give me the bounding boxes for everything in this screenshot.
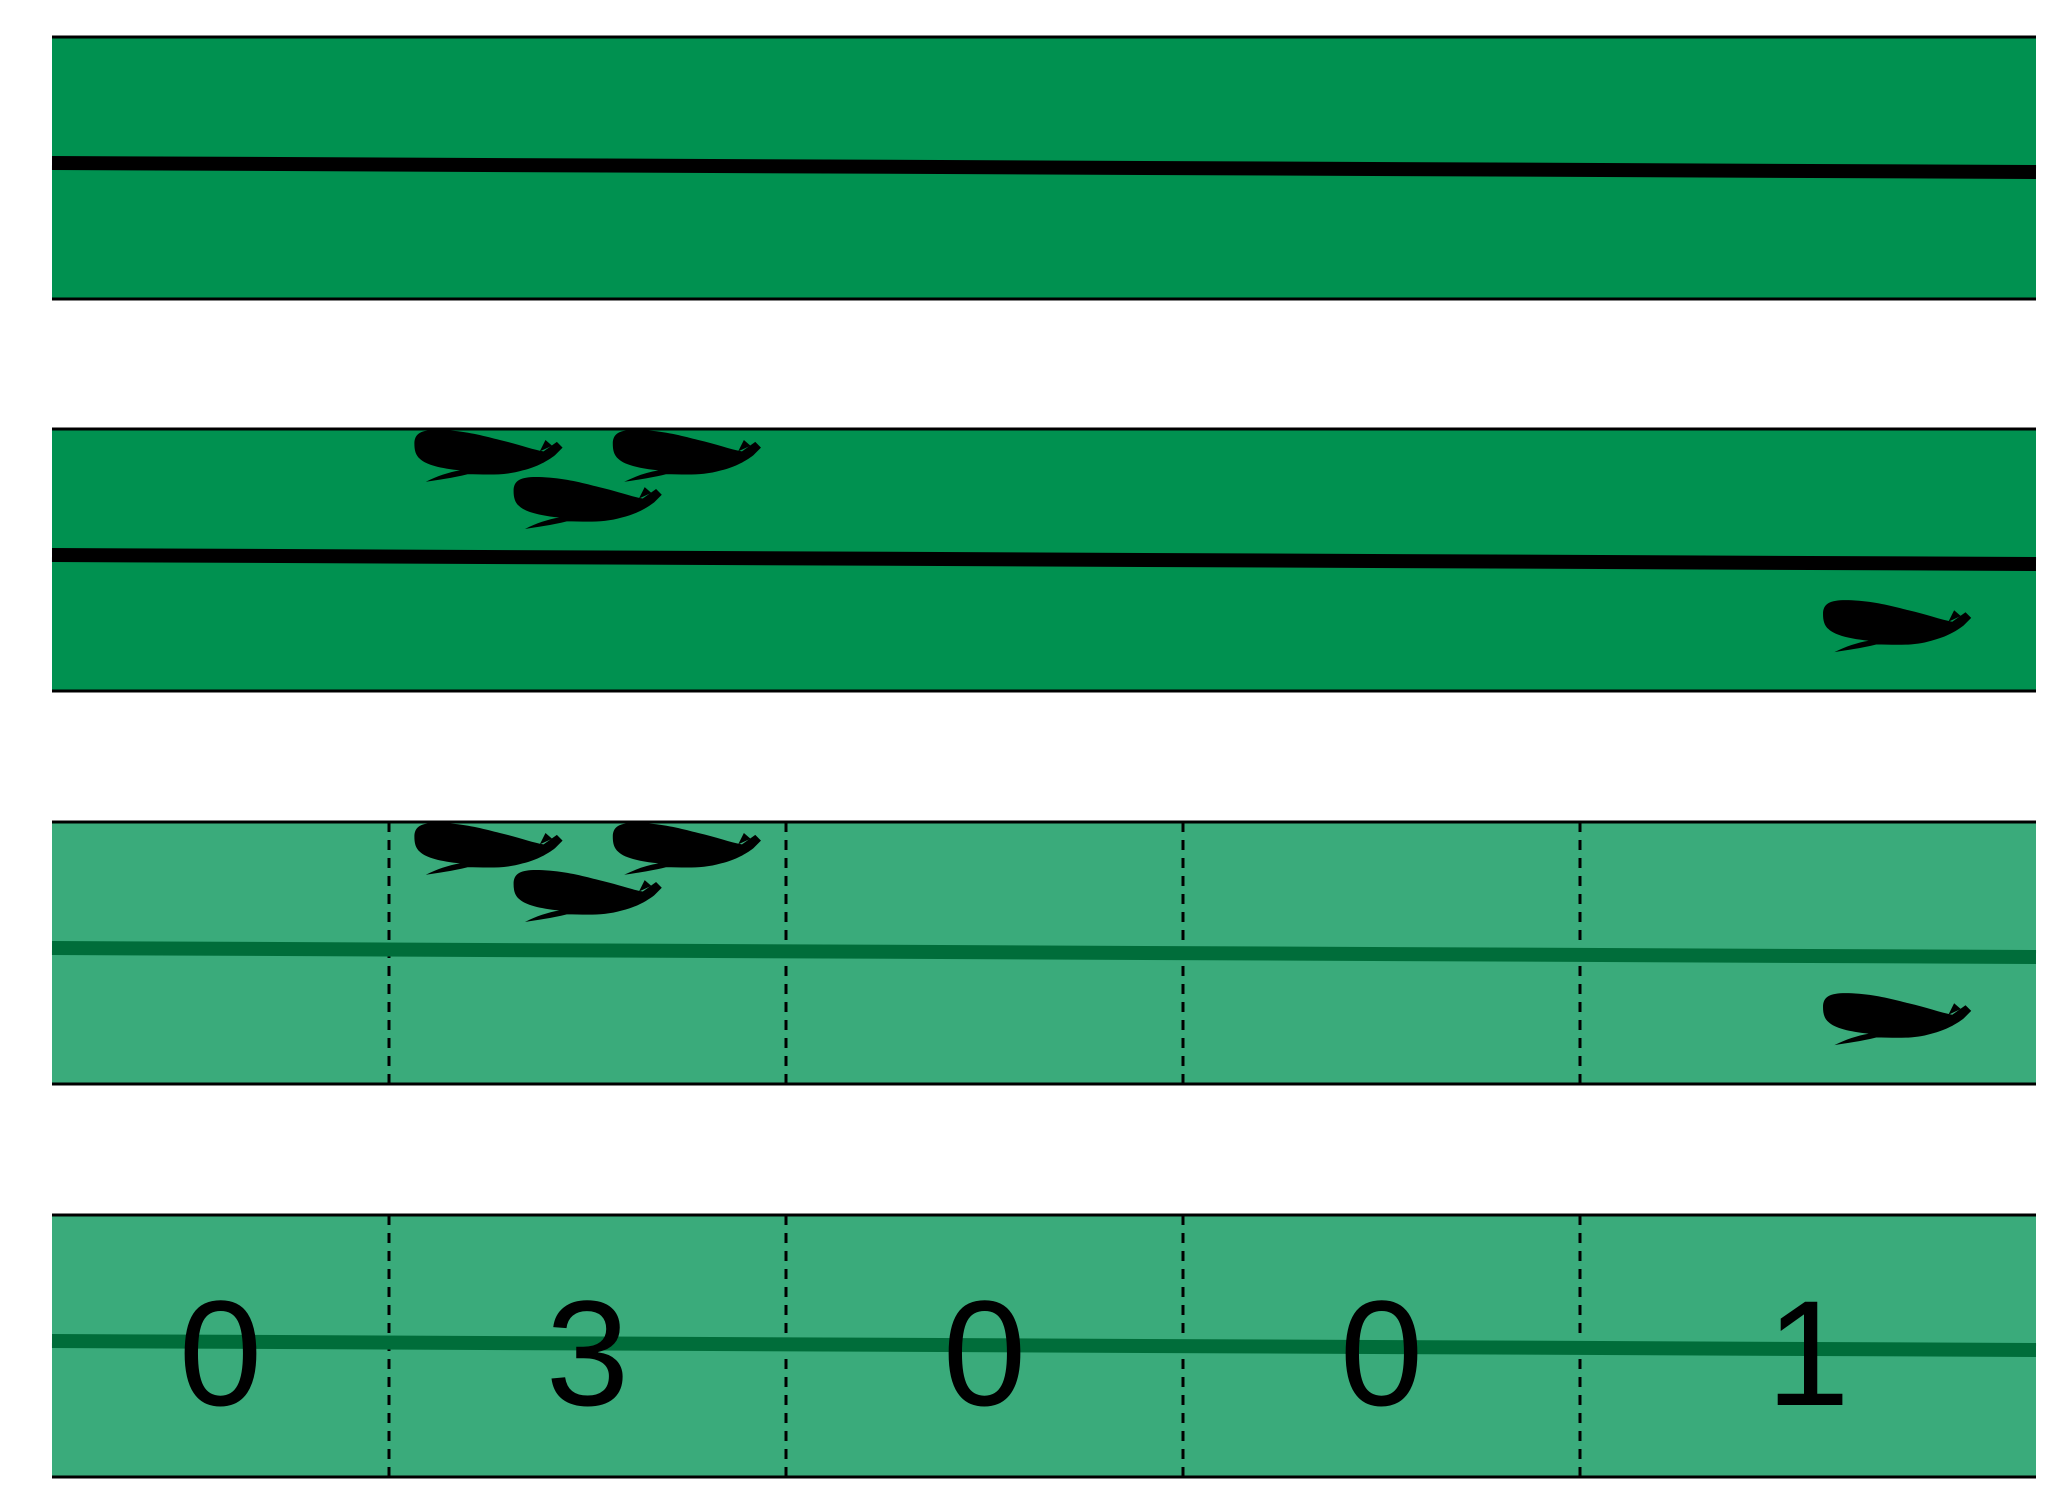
segment-counts-panel: 0 3 0 0 1 bbox=[51, 1213, 2037, 1479]
transect-line bbox=[51, 941, 2037, 964]
segment-count-4: 0 bbox=[1340, 1269, 1423, 1437]
whale-sightings-panel bbox=[51, 427, 2037, 693]
segmented-transect-panel bbox=[51, 820, 2037, 1086]
segment-count-5: 1 bbox=[1766, 1269, 1849, 1437]
transect-line bbox=[51, 156, 2037, 179]
segment-count-2: 3 bbox=[546, 1269, 629, 1437]
panels-layer: 0 3 0 0 1 bbox=[51, 35, 2037, 1479]
segment-count-3: 0 bbox=[943, 1269, 1026, 1437]
transect-panel bbox=[51, 35, 2037, 301]
segment-count-1: 0 bbox=[179, 1269, 262, 1437]
transect-line bbox=[51, 548, 2037, 571]
transect-line bbox=[51, 1334, 2037, 1357]
